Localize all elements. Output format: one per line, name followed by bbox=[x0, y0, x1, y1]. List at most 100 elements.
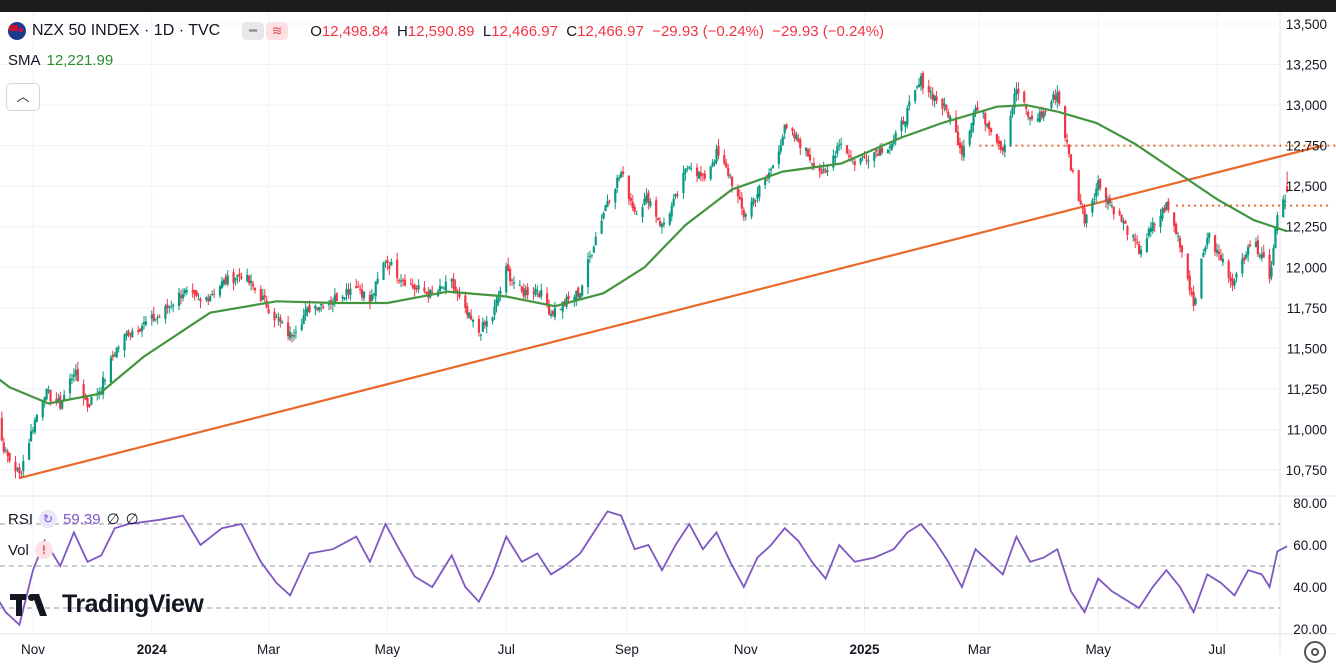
candle-body bbox=[880, 147, 884, 153]
candle-body bbox=[1030, 115, 1034, 120]
candle-body bbox=[933, 95, 936, 101]
candle-body bbox=[288, 331, 292, 339]
candle-body bbox=[376, 278, 379, 284]
candle-body bbox=[1284, 200, 1287, 203]
candle-body bbox=[1208, 233, 1211, 238]
collapse-chevron-up-icon[interactable]: ︿ bbox=[6, 83, 40, 111]
candle-body bbox=[63, 394, 66, 401]
candle-body bbox=[267, 309, 270, 314]
candle-body bbox=[102, 377, 105, 395]
candle-body bbox=[444, 281, 447, 291]
candle-body bbox=[481, 322, 484, 332]
candle-body bbox=[526, 287, 529, 296]
candle-body bbox=[253, 288, 257, 291]
candle-body bbox=[892, 140, 895, 145]
candle-body bbox=[877, 153, 880, 156]
change-value-repeat: −29.93 (−0.24%) bbox=[772, 22, 885, 40]
legend-hide-icon[interactable]: ━ bbox=[242, 22, 265, 40]
candle-body bbox=[620, 172, 623, 178]
candle-body bbox=[304, 309, 307, 316]
candle-body bbox=[1229, 277, 1232, 281]
candle-body bbox=[41, 401, 44, 418]
candle-body bbox=[0, 418, 3, 441]
candle-body bbox=[1017, 88, 1020, 94]
candle-body bbox=[561, 301, 564, 312]
time-tick-label: 2024 bbox=[137, 642, 168, 657]
candle-body bbox=[919, 76, 923, 86]
candle-body bbox=[281, 321, 284, 323]
rsi-legend[interactable]: RSI ↻ 59.39 ∅ ∅ bbox=[8, 510, 139, 528]
candle-body bbox=[423, 287, 426, 292]
candle-body bbox=[777, 151, 780, 165]
candle-body bbox=[431, 291, 434, 294]
candle-body bbox=[785, 124, 788, 129]
candle-body bbox=[1003, 144, 1006, 153]
candle-body bbox=[995, 134, 999, 143]
candle-body bbox=[779, 145, 782, 152]
candle-body bbox=[1097, 180, 1100, 190]
open-value: 12,498.84 bbox=[321, 22, 389, 40]
sma-label: SMA bbox=[8, 52, 41, 69]
vol-alert-icon[interactable]: ! bbox=[34, 541, 53, 559]
candle-body bbox=[1167, 200, 1170, 211]
candle-body bbox=[536, 290, 539, 292]
candle-body bbox=[22, 460, 25, 472]
candle-body bbox=[6, 451, 9, 456]
candle-body bbox=[70, 378, 74, 380]
candle-body bbox=[812, 163, 815, 168]
candle-body bbox=[1165, 202, 1168, 210]
candle-body bbox=[783, 124, 786, 134]
candle-body bbox=[849, 155, 852, 157]
candle-body bbox=[470, 315, 473, 320]
vol-legend[interactable]: Vol ! bbox=[8, 541, 53, 559]
candle-body bbox=[1038, 111, 1041, 122]
candle-body bbox=[929, 91, 932, 93]
candle-body bbox=[750, 201, 753, 217]
candle-body bbox=[234, 278, 237, 281]
candle-body bbox=[372, 293, 375, 295]
settings-gear-icon[interactable] bbox=[1304, 641, 1326, 663]
candle-body bbox=[275, 316, 278, 318]
candle-body bbox=[113, 354, 116, 356]
candle-body bbox=[1052, 93, 1055, 101]
candle-body bbox=[183, 289, 186, 294]
candle-body bbox=[635, 213, 638, 215]
candle-body bbox=[45, 388, 48, 400]
sma-legend[interactable]: SMA 12,221.99 bbox=[8, 52, 113, 69]
nz-flag-icon bbox=[8, 22, 26, 40]
time-tick-label: Jul bbox=[1208, 642, 1225, 657]
candle-body bbox=[606, 201, 609, 208]
symbol-title[interactable]: NZX 50 INDEX · 1D · TVC bbox=[32, 22, 221, 39]
candle-body bbox=[1219, 254, 1222, 261]
candle-body bbox=[793, 132, 796, 139]
candle-body bbox=[320, 303, 323, 306]
candle-body bbox=[74, 370, 77, 376]
candle-body bbox=[657, 217, 660, 221]
candle-body bbox=[1274, 228, 1277, 249]
legend-wave-icon[interactable]: ≋ bbox=[266, 22, 289, 40]
candle-body bbox=[660, 224, 664, 228]
candle-body bbox=[879, 147, 882, 156]
candle-body bbox=[990, 128, 993, 133]
candle-body bbox=[452, 278, 455, 289]
candle-body bbox=[164, 306, 167, 319]
candle-body bbox=[682, 172, 685, 194]
candle-body bbox=[674, 194, 677, 197]
candle-body bbox=[450, 279, 453, 282]
candle-body bbox=[982, 112, 985, 114]
candle-body bbox=[1200, 258, 1203, 299]
chart-canvas[interactable]: 13,500 13,250 13,000 12,750 12,500 12,250 12,0… bbox=[0, 12, 1336, 669]
candle-body bbox=[668, 214, 671, 225]
tradingview-logo[interactable]: TradingView bbox=[10, 590, 204, 619]
candle-body bbox=[649, 201, 652, 207]
legend-toggle-group[interactable]: ━ ≋ bbox=[242, 22, 289, 40]
candle-body bbox=[927, 86, 930, 93]
candle-body bbox=[921, 73, 925, 89]
candle-body bbox=[384, 261, 387, 263]
candle-body bbox=[495, 299, 498, 307]
candle-body bbox=[1272, 248, 1275, 265]
candle-body bbox=[847, 155, 851, 157]
rsi-refresh-icon[interactable]: ↻ bbox=[39, 510, 58, 528]
candle-body bbox=[1077, 170, 1080, 201]
candle-body bbox=[904, 121, 907, 127]
